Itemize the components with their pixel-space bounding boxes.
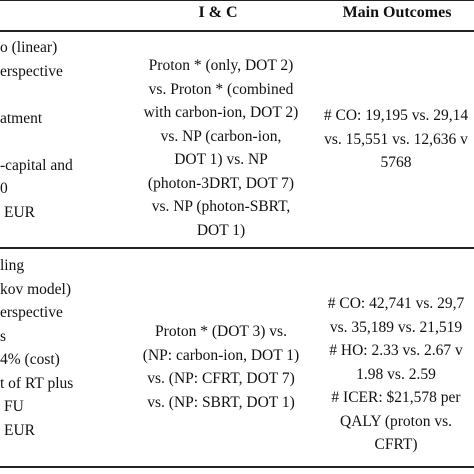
text-line: DOT 1) vs. NP [174,151,268,168]
row-2-left-cell: ling kov model) erspective s 4% (cost) t… [0,254,73,442]
text-line: o (linear) [0,39,58,56]
text-line: # CO: 42,741 vs. 29,7 [327,295,465,312]
table-bottom-rule [0,466,474,468]
text-line: EUR [4,421,35,439]
header-main-outcomes: Main Outcomes [342,4,452,21]
text-line: s [0,327,7,345]
table-top-rule [0,0,474,1]
text-line: 5768 [380,154,412,171]
header-ic: I & C [198,4,238,21]
text-line: erspective [0,62,63,80]
text-line: FU [4,398,24,415]
text-line: (NP: carbon-ion, DOT 1) [142,346,300,364]
text-line: t of RT plus [0,374,74,392]
text-line: vs. 35,189 vs. 21,519 [329,318,463,336]
text-line: vs. NP (photon-SBRT, [151,198,291,215]
text-line: # CO: 19,195 vs. 29,14 [323,107,469,124]
text-line: -capital and [0,156,73,174]
row-2-ic-cell: Proton * (DOT 3) vs. (NP: carbon-ion, DO… [96,320,346,414]
text-line: # ICER: $21,578 per [331,389,461,406]
text-line: kov model) [0,280,72,298]
text-line: (photon-3DRT, DOT 7) [147,174,295,192]
text-line: vs. (NP: SBRT, DOT 1) [147,393,295,411]
row-divider [0,247,474,249]
text-line: vs. Proton * (combined [148,80,294,98]
text-line: vs. 15,551 vs. 12,636 v [324,130,468,148]
text-line: QALY (proton vs. [340,412,452,430]
row-1-outcomes-cell: # CO: 19,195 vs. 29,14 vs. 15,551 vs. 12… [296,104,474,175]
text-line: vs. (NP: CFRT, DOT 7) [147,370,295,387]
row-1-ic-cell: Proton * (only, DOT 2) vs. Proton * (com… [96,54,346,242]
text-line: # HO: 2.33 vs. 2.67 v [329,342,463,359]
text-line: EUR [4,203,35,221]
text-line: Proton * (only, DOT 2) [148,57,294,74]
text-line [0,130,73,154]
text-line: atment [0,109,43,127]
row-2-outcomes-cell: # CO: 42,741 vs. 29,7 vs. 35,189 vs. 21,… [296,292,474,457]
text-line: erspective [0,304,63,321]
text-line: vs. NP (carbon-ion, [160,127,282,145]
text-line: 0 [0,180,8,197]
text-line: Proton * (DOT 3) vs. [155,323,287,340]
text-line: ling [0,257,25,274]
text-line [0,83,73,107]
text-line: CFRT) [374,436,418,453]
text-line: with carbon-ion, DOT 2) [143,104,299,121]
text-line: 1.98 vs. 2.59 [356,365,436,383]
text-line: 4% (cost) [0,351,60,368]
row-1-left-cell: o (linear) erspective atment -capital an… [0,36,73,224]
text-line: DOT 1) [196,221,246,239]
header-rule [0,30,474,32]
